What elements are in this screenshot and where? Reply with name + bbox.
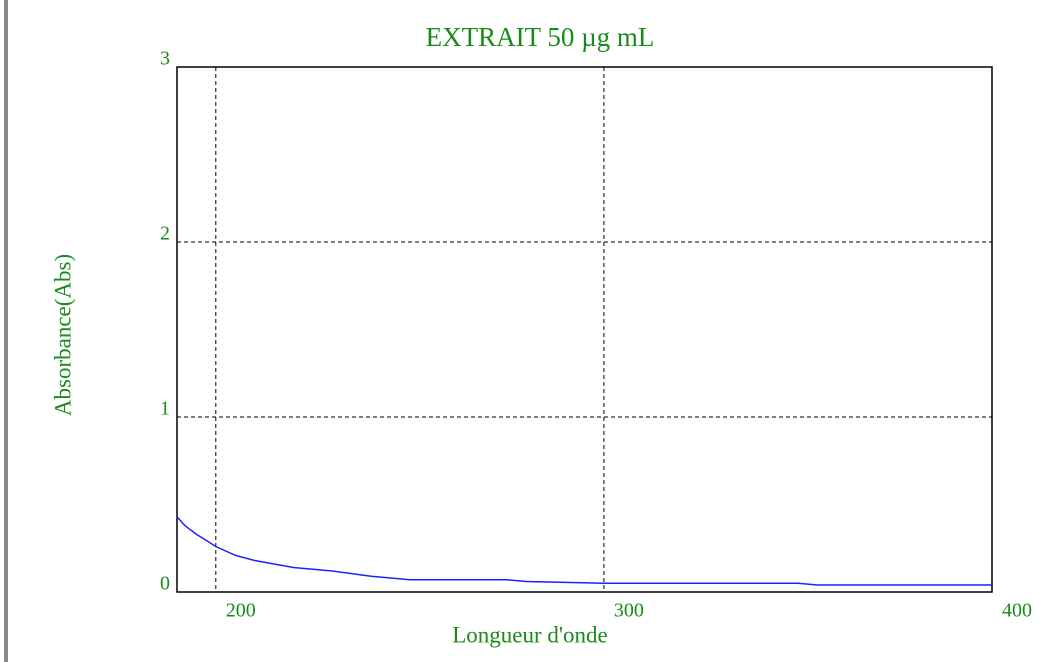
x-axis-label: Longueur d'onde: [452, 622, 608, 647]
x-tick-label: 400: [1002, 600, 1032, 622]
plot-frame: [176, 66, 993, 593]
window-edge: [4, 0, 8, 662]
data-line: [176, 516, 992, 586]
y-axis-label: Absorbance(Abs): [50, 254, 75, 416]
chart-title: EXTRAIT 50 µg mL: [426, 22, 655, 52]
y-tick-label: 3: [160, 48, 170, 70]
y-tick-label: 1: [160, 398, 170, 420]
x-tick-label: 200: [226, 600, 256, 622]
y-tick-label: 2: [160, 223, 170, 245]
y-tick-label: 0: [160, 573, 170, 595]
x-tick-label: 300: [614, 600, 644, 622]
